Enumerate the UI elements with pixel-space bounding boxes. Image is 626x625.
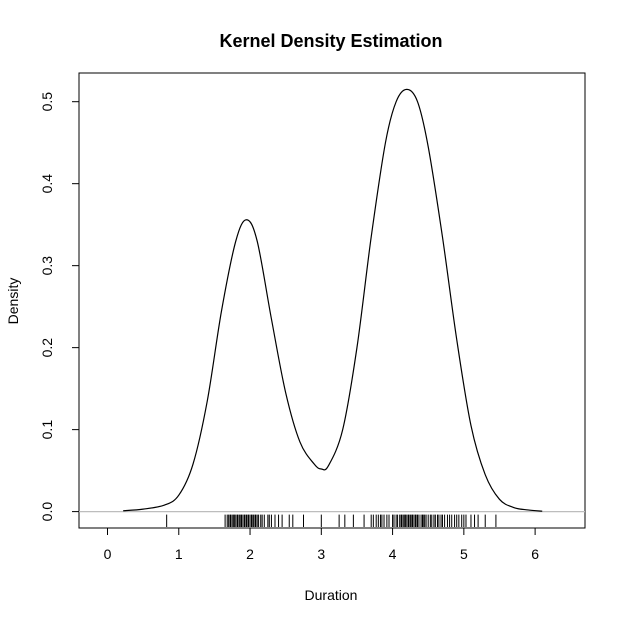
y-tick-label: 0.3 bbox=[39, 256, 55, 276]
x-tick-label: 6 bbox=[531, 546, 539, 562]
x-axis-label: Duration bbox=[305, 587, 358, 603]
x-tick-label: 3 bbox=[317, 546, 325, 562]
y-tick-label: 0.4 bbox=[39, 174, 55, 194]
y-tick-label: 0.5 bbox=[39, 92, 55, 112]
y-axis: 0.0 0.1 0.2 0.3 0.4 0.5 bbox=[39, 92, 79, 522]
chart-title: Kernel Density Estimation bbox=[219, 31, 442, 51]
x-tick-label: 2 bbox=[246, 546, 254, 562]
y-tick-label: 0.0 bbox=[39, 502, 55, 522]
x-tick-label: 5 bbox=[460, 546, 468, 562]
x-tick-label: 0 bbox=[104, 546, 112, 562]
x-tick-label: 1 bbox=[175, 546, 183, 562]
density-curve bbox=[123, 88, 543, 512]
density-curve-layer bbox=[123, 88, 543, 512]
x-tick-label: 4 bbox=[389, 546, 397, 562]
y-axis-label: Density bbox=[5, 278, 21, 325]
rug-layer bbox=[166, 514, 497, 527]
plot-frame bbox=[78, 72, 586, 529]
y-tick-label: 0.2 bbox=[39, 338, 55, 358]
y-tick-label: 0.1 bbox=[39, 420, 55, 440]
x-axis: 0 1 2 3 4 5 6 bbox=[104, 528, 539, 562]
